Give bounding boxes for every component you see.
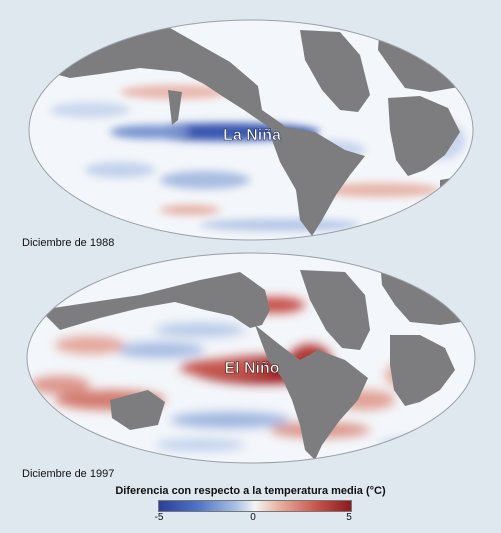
legend-title: Diferencia con respecto a la temperatura…: [115, 485, 386, 497]
map-border: [28, 19, 474, 241]
map-el-nino: El Niño: [26, 252, 476, 464]
legend-tick-min: -5: [154, 512, 164, 523]
map-caption: Diciembre de 1988: [22, 237, 115, 249]
map-label: La Niña: [223, 127, 281, 144]
map-border: [26, 252, 476, 464]
legend-color-bar: [158, 500, 352, 512]
map-label: El Niño: [224, 360, 279, 377]
map-caption: Diciembre de 1997: [22, 468, 115, 480]
map-la-nina: La Niña: [28, 19, 474, 241]
legend-tick-max: 5: [346, 512, 352, 523]
legend-tick-mid: 0: [250, 512, 256, 523]
